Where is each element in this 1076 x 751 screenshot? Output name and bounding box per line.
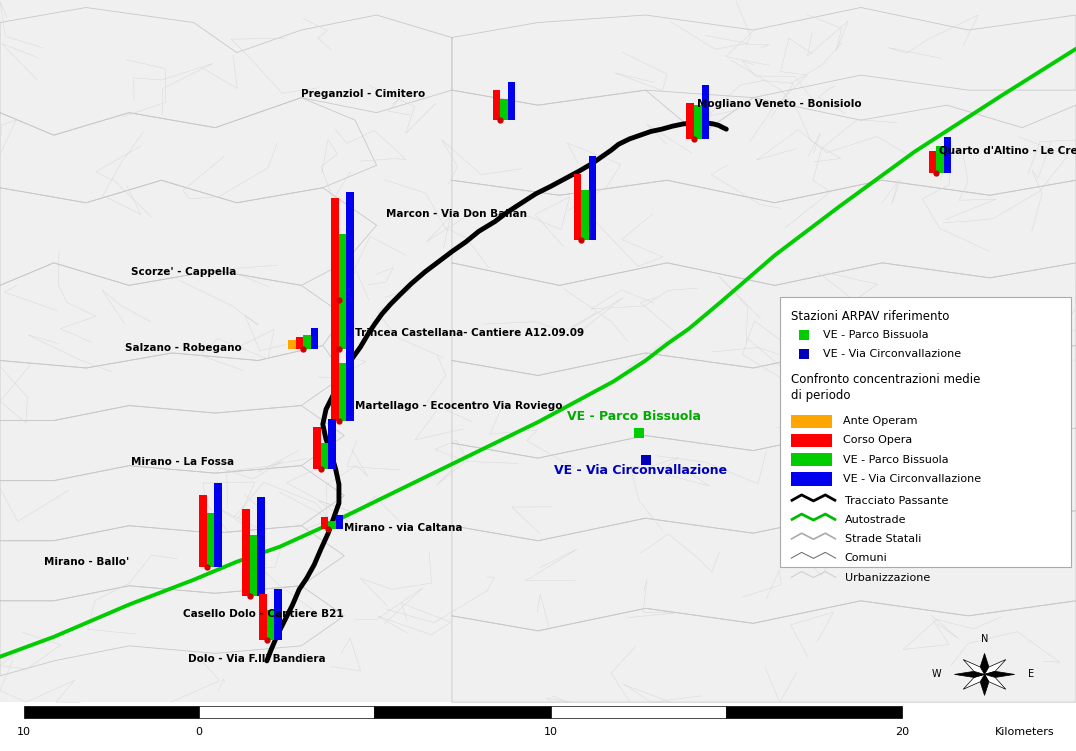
Text: Ante Operam: Ante Operam [843, 416, 917, 427]
Text: Autostrade: Autostrade [845, 515, 906, 525]
Text: Mirano - Ballo': Mirano - Ballo' [44, 556, 129, 567]
Text: Urbanizzazione: Urbanizzazione [845, 572, 930, 583]
Text: Scorze' - Cappella: Scorze' - Cappella [131, 267, 237, 277]
Polygon shape [985, 674, 1006, 689]
Bar [780, 297, 1071, 567]
Bar [694, 105, 702, 139]
Bar [791, 415, 832, 428]
Bar [374, 706, 551, 718]
Text: Dolo - Via F.lli Bandiera: Dolo - Via F.lli Bandiera [188, 654, 326, 665]
Polygon shape [980, 653, 989, 674]
Text: Mirano - via Caltana: Mirano - via Caltana [344, 523, 463, 533]
Bar [686, 103, 694, 139]
Bar [702, 85, 709, 139]
Text: Stazioni ARPAV riferimento: Stazioni ARPAV riferimento [791, 310, 949, 323]
Bar [726, 706, 902, 718]
Text: N: N [981, 635, 988, 644]
Bar [296, 337, 303, 349]
Bar [259, 594, 267, 640]
Text: Comuni: Comuni [845, 553, 888, 563]
Bar [331, 259, 339, 349]
Bar [346, 315, 354, 421]
Text: VE - Via Circonvallazione: VE - Via Circonvallazione [554, 464, 726, 477]
Text: 0: 0 [196, 727, 202, 737]
Text: Salzano - Robegano: Salzano - Robegano [125, 342, 242, 353]
Text: Tracciato Passante: Tracciato Passante [845, 496, 948, 506]
Bar [339, 234, 346, 300]
Text: 10: 10 [16, 727, 31, 737]
Text: VE - Parco Bissuola: VE - Parco Bissuola [567, 410, 700, 423]
Polygon shape [963, 659, 985, 674]
Bar [791, 453, 832, 466]
Bar [328, 521, 336, 529]
Text: Martellago - Ecocentro Via Roviego: Martellago - Ecocentro Via Roviego [355, 400, 563, 411]
Text: Strade Statali: Strade Statali [845, 534, 921, 544]
Bar [257, 497, 265, 596]
Text: Preganziol - Cimitero: Preganziol - Cimitero [301, 89, 425, 99]
Bar [551, 706, 726, 718]
Bar [589, 156, 596, 240]
Text: E: E [1028, 669, 1034, 680]
Text: Mirano - La Fossa: Mirano - La Fossa [131, 457, 235, 467]
Text: Trincea Castellana- Cantiere A12.09.09: Trincea Castellana- Cantiere A12.09.09 [355, 328, 584, 339]
Bar [944, 137, 951, 173]
Bar [274, 590, 282, 640]
Bar [207, 513, 214, 567]
Text: VE - Parco Bissuola: VE - Parco Bissuola [823, 330, 929, 340]
Bar [346, 247, 354, 349]
Bar [313, 427, 321, 469]
Bar [581, 190, 589, 240]
Text: VE - Via Circonvallazione: VE - Via Circonvallazione [823, 349, 961, 360]
Text: VE - Parco Bissuola: VE - Parco Bissuola [843, 454, 948, 465]
Bar [24, 706, 199, 718]
Bar [321, 443, 328, 469]
Bar [339, 363, 346, 421]
Bar [331, 324, 339, 421]
Bar [574, 174, 581, 240]
Bar [336, 515, 343, 529]
Bar [303, 335, 311, 349]
Text: Confronto concentrazioni medie
di periodo: Confronto concentrazioni medie di period… [791, 373, 980, 403]
Bar [199, 495, 207, 567]
Polygon shape [980, 674, 989, 695]
Bar [288, 339, 296, 349]
Text: Casello Dolo - Cantiere B21: Casello Dolo - Cantiere B21 [183, 609, 343, 620]
Bar [936, 146, 944, 173]
Bar [328, 419, 336, 469]
Bar [339, 287, 346, 349]
Text: Marcon - Via Don Ballan: Marcon - Via Don Ballan [386, 209, 527, 219]
Text: Corso Opera: Corso Opera [843, 436, 911, 445]
Bar [508, 82, 515, 120]
Polygon shape [963, 674, 985, 689]
Bar [214, 483, 222, 567]
Text: 20: 20 [894, 727, 909, 737]
Text: Quarto d'Altino - Le Crete: Quarto d'Altino - Le Crete [939, 145, 1076, 155]
Text: 10: 10 [543, 727, 558, 737]
Bar [346, 192, 354, 300]
Bar [929, 151, 936, 173]
Text: VE - Via Circonvallazione: VE - Via Circonvallazione [843, 474, 980, 484]
Bar [500, 98, 508, 120]
Bar [311, 327, 318, 349]
Bar [199, 706, 374, 718]
Polygon shape [985, 659, 1006, 674]
Bar [493, 90, 500, 120]
Polygon shape [985, 671, 1015, 677]
Bar [331, 198, 339, 300]
Bar [267, 610, 274, 640]
Bar [321, 517, 328, 529]
Text: W: W [932, 669, 942, 680]
Polygon shape [954, 671, 985, 677]
Bar [242, 509, 250, 596]
Text: Kilometers: Kilometers [995, 727, 1054, 737]
Bar [791, 433, 832, 447]
Bar [791, 472, 832, 486]
Bar [250, 535, 257, 596]
Text: Mogliano Veneto - Bonisiolo: Mogliano Veneto - Bonisiolo [697, 98, 862, 109]
